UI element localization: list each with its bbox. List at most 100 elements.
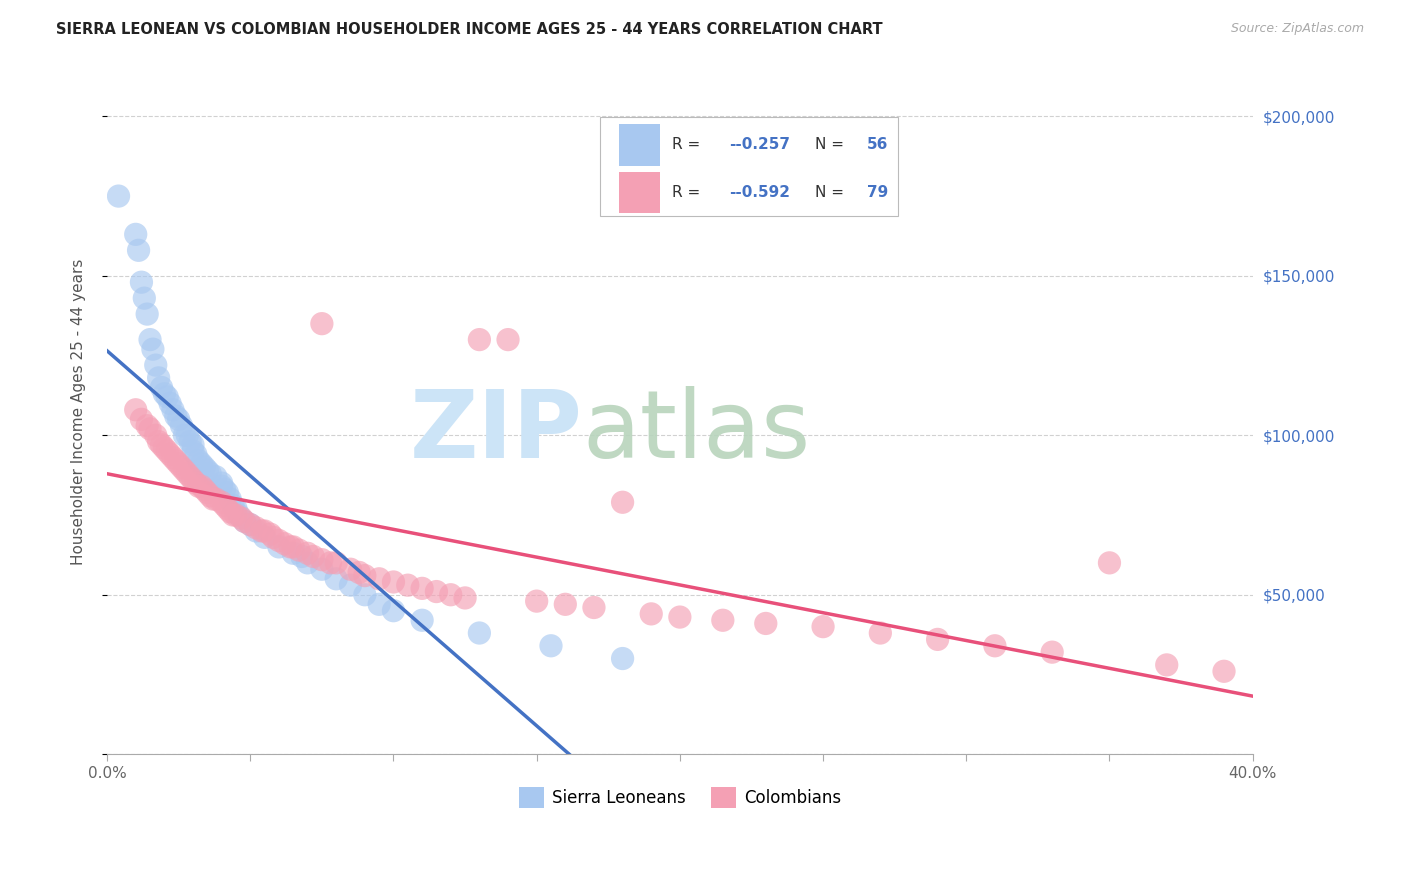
- Text: --0.592: --0.592: [730, 185, 790, 200]
- Point: [125, 402, 148, 417]
- Point: [382, 574, 405, 589]
- Point: [347, 566, 370, 580]
- Point: [159, 447, 181, 461]
- Point: [187, 454, 209, 468]
- Text: N =: N =: [815, 137, 849, 153]
- Point: [176, 428, 198, 442]
- Point: [214, 499, 236, 513]
- Point: [233, 515, 256, 529]
- Point: [211, 479, 233, 493]
- Point: [311, 552, 333, 566]
- Point: [202, 491, 225, 506]
- Point: [540, 639, 562, 653]
- Point: [148, 371, 170, 385]
- Point: [228, 508, 250, 522]
- Point: [325, 572, 347, 586]
- Point: [283, 546, 305, 560]
- Text: N =: N =: [815, 185, 849, 200]
- Point: [526, 594, 548, 608]
- Point: [222, 508, 245, 522]
- Point: [150, 380, 173, 394]
- Point: [582, 600, 605, 615]
- Point: [297, 546, 319, 560]
- Point: [145, 428, 167, 442]
- Point: [368, 572, 391, 586]
- Point: [217, 485, 239, 500]
- Point: [339, 562, 361, 576]
- Point: [755, 616, 778, 631]
- Point: [162, 402, 184, 417]
- Point: [311, 562, 333, 576]
- Point: [184, 476, 207, 491]
- Y-axis label: Householder Income Ages 25 - 44 years: Householder Income Ages 25 - 44 years: [72, 258, 86, 565]
- Point: [198, 467, 221, 481]
- Point: [267, 540, 290, 554]
- Point: [181, 444, 204, 458]
- Point: [159, 396, 181, 410]
- Point: [319, 556, 342, 570]
- Text: ZIP: ZIP: [409, 386, 582, 478]
- Point: [225, 501, 247, 516]
- Point: [142, 342, 165, 356]
- Point: [440, 588, 463, 602]
- Point: [125, 227, 148, 242]
- Point: [131, 275, 153, 289]
- Point: [211, 476, 233, 491]
- Point: [368, 597, 391, 611]
- Point: [190, 457, 212, 471]
- Point: [181, 473, 204, 487]
- FancyBboxPatch shape: [600, 117, 897, 216]
- Point: [136, 418, 159, 433]
- Point: [339, 578, 361, 592]
- Point: [195, 485, 218, 500]
- Point: [219, 491, 242, 506]
- Point: [411, 613, 433, 627]
- Point: [156, 444, 179, 458]
- Point: [259, 527, 281, 541]
- Point: [245, 524, 267, 538]
- Point: [245, 521, 267, 535]
- Point: [291, 549, 314, 564]
- Point: [195, 463, 218, 477]
- Point: [187, 479, 209, 493]
- FancyBboxPatch shape: [619, 124, 661, 166]
- Point: [425, 584, 447, 599]
- Point: [297, 556, 319, 570]
- Point: [211, 495, 233, 509]
- Point: [231, 511, 253, 525]
- Point: [222, 499, 245, 513]
- Point: [167, 412, 190, 426]
- Point: [162, 450, 184, 465]
- Point: [288, 543, 311, 558]
- Point: [325, 556, 347, 570]
- Text: atlas: atlas: [582, 386, 811, 478]
- Text: --0.257: --0.257: [730, 137, 790, 153]
- Point: [280, 540, 302, 554]
- Point: [267, 533, 290, 548]
- Point: [382, 604, 405, 618]
- Point: [468, 333, 491, 347]
- Point: [253, 530, 276, 544]
- Point: [273, 537, 295, 551]
- Point: [148, 434, 170, 449]
- Point: [1040, 645, 1063, 659]
- Point: [165, 409, 187, 424]
- Point: [353, 588, 375, 602]
- Point: [233, 515, 256, 529]
- Point: [1156, 657, 1178, 672]
- Point: [193, 460, 215, 475]
- Point: [396, 578, 419, 592]
- Point: [184, 447, 207, 461]
- Point: [214, 483, 236, 497]
- Text: Source: ZipAtlas.com: Source: ZipAtlas.com: [1230, 22, 1364, 36]
- Point: [145, 358, 167, 372]
- Text: 56: 56: [866, 137, 889, 153]
- Text: SIERRA LEONEAN VS COLOMBIAN HOUSEHOLDER INCOME AGES 25 - 44 YEARS CORRELATION CH: SIERRA LEONEAN VS COLOMBIAN HOUSEHOLDER …: [56, 22, 883, 37]
- Point: [250, 524, 273, 538]
- Point: [411, 582, 433, 596]
- Point: [205, 491, 228, 506]
- Point: [1098, 556, 1121, 570]
- Point: [165, 454, 187, 468]
- Legend: Sierra Leoneans, Colombians: Sierra Leoneans, Colombians: [512, 780, 848, 814]
- Point: [262, 530, 284, 544]
